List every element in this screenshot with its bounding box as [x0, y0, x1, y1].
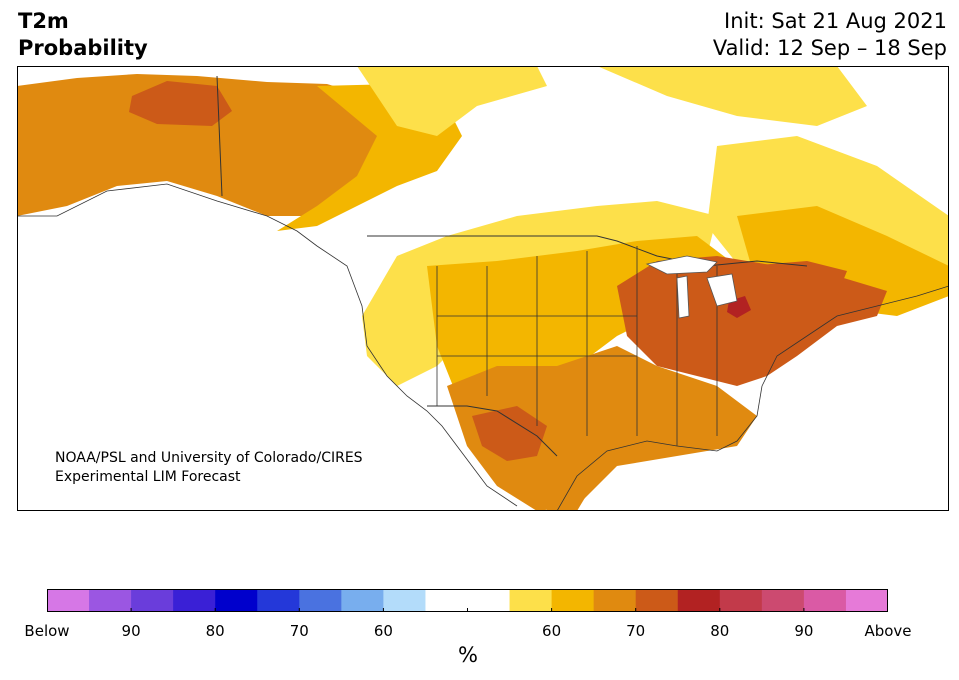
shade-south-orange: [447, 346, 757, 511]
shade-mexico-dark: [472, 406, 547, 461]
lake-huron: [706, 273, 738, 307]
colorbar-tick-label: 90: [121, 622, 141, 640]
lake-superior: [645, 255, 718, 275]
colorbar-swatch: [803, 589, 847, 612]
colorbar-swatch: [215, 589, 258, 612]
border-canada-us: [367, 235, 808, 267]
coastline-east: [761, 285, 949, 387]
colorbar-tick-label: 60: [542, 622, 562, 640]
credit-text: NOAA/PSL and University of Colorado/CIRE…: [55, 449, 363, 487]
state-lines: [436, 246, 718, 446]
colorbar-swatch: [299, 589, 342, 612]
colorbar-swatch: [425, 589, 468, 612]
title-left: T2m Probability: [18, 8, 148, 62]
colorbar-swatch: [593, 589, 637, 612]
colorbar-tick-label: 80: [205, 622, 225, 640]
colorbar-swatch: [845, 589, 888, 612]
title-right: Init: Sat 21 Aug 2021 Valid: 12 Sep – 18…: [713, 8, 947, 62]
colorbar-tick-label: Below: [24, 622, 70, 640]
shade-arctic-yellow: [597, 66, 867, 126]
colorbar-swatch: [677, 589, 721, 612]
map-lines: [17, 75, 949, 511]
colorbar-tick-label: Above: [864, 622, 912, 640]
colorbar-swatch: [719, 589, 763, 612]
colorbar-swatch: [467, 589, 511, 612]
map-frame: [17, 66, 949, 511]
credit-line-1: NOAA/PSL and University of Colorado/CIRE…: [55, 450, 363, 466]
shade-mexico-south: [547, 461, 592, 511]
colorbar-swatch: [131, 589, 174, 612]
colorbar-swatch: [509, 589, 553, 612]
colorbar-swatch: [257, 589, 300, 612]
shade-northeast-dark: [747, 261, 847, 306]
probability-shading: [17, 66, 949, 511]
colorbar-swatch: [383, 589, 426, 612]
colorbar-swatch: [173, 589, 216, 612]
colorbar-swatch: [635, 589, 679, 612]
border-us-mexico: [427, 405, 558, 457]
colorbar-tick-label: 70: [626, 622, 646, 640]
credit-line-2: Experimental LIM Forecast: [55, 469, 241, 485]
colorbar-tick-label: 80: [710, 622, 730, 640]
colorbar-tick-label: 70: [289, 622, 309, 640]
valid-period: Valid: 12 Sep – 18 Sep: [712, 36, 947, 60]
colorbar-tick-label: 60: [373, 622, 393, 640]
colorbar-tick-label: 90: [794, 622, 814, 640]
lakes: [645, 255, 738, 319]
colorbar: [47, 589, 888, 612]
colorbar-swatch: [47, 589, 90, 612]
shade-canada-light: [357, 66, 547, 136]
border-alaska: [216, 75, 223, 197]
coastline-west: [17, 183, 518, 507]
colorbar-swatch: [341, 589, 384, 612]
variable-label: T2m: [18, 9, 69, 33]
shade-alaska-dark-orange: [129, 81, 232, 126]
product-label: Probability: [18, 36, 148, 60]
colorbar-swatch: [89, 589, 132, 612]
colorbar-swatch: [551, 589, 595, 612]
lake-michigan: [676, 275, 690, 319]
colorbar-unit: %: [458, 643, 478, 667]
probability-map: [17, 66, 949, 511]
colorbar-swatch: [761, 589, 805, 612]
init-date: Init: Sat 21 Aug 2021: [724, 9, 947, 33]
shade-northwest-orange: [17, 74, 397, 216]
map-canvas: [17, 66, 949, 511]
